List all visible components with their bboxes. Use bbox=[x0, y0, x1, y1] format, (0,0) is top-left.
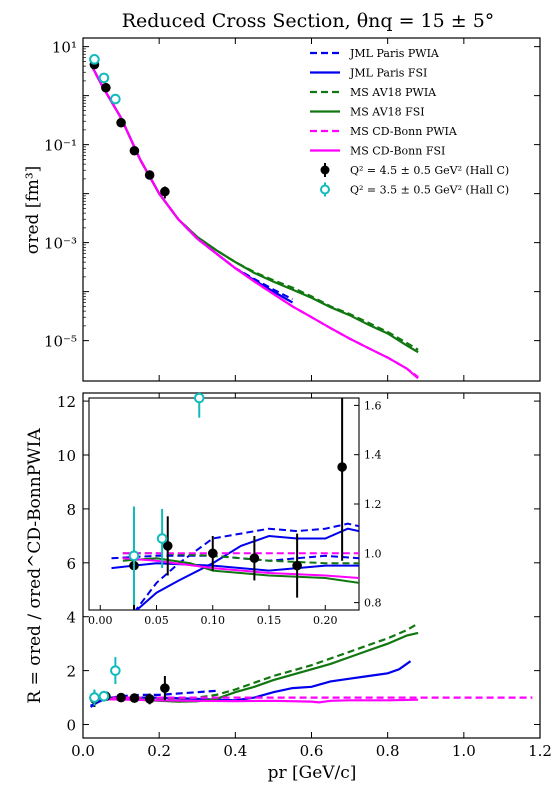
inset-line-0 bbox=[134, 522, 359, 610]
legend-label-data-0: Q² = 4.5 ± 0.5 GeV² (Hall C) bbox=[350, 164, 509, 177]
bottom-point bbox=[89, 692, 100, 703]
top-point bbox=[160, 186, 170, 197]
top-data-points bbox=[89, 54, 170, 199]
inset-line-3 bbox=[111, 554, 359, 562]
bottom-series-lines bbox=[89, 622, 533, 708]
bottom-point bbox=[160, 683, 170, 693]
top-point bbox=[101, 82, 111, 93]
top-line-jml-paris-pwia bbox=[89, 63, 293, 301]
inset-x-tick-label: 0.05 bbox=[144, 614, 169, 627]
top-point bbox=[110, 93, 121, 105]
top-point bbox=[89, 54, 100, 65]
legend-label-ms-cd-bonn-fsi: MS CD-Bonn FSI bbox=[350, 145, 445, 158]
inset-line-2 bbox=[111, 562, 359, 572]
top-line-ms-cd-bonn-fsi bbox=[89, 63, 419, 380]
top-y-tick-label: 10¹ bbox=[52, 39, 77, 57]
inset-y-tick-label: 1.0 bbox=[364, 547, 382, 560]
bottom-axis-ticks: 0.0 0.2 0.4 0.6 0.8 1.0 1.2 0 2 4 6 8 10 12 bbox=[57, 393, 552, 760]
inset-point bbox=[249, 553, 260, 564]
bottom-y-tick-label: 2 bbox=[66, 663, 76, 681]
top-y-tick-label: 10⁻¹ bbox=[44, 137, 77, 155]
legend-label-ms-av18-fsi: MS AV18 FSI bbox=[350, 106, 425, 119]
bottom-y-tick-label: 4 bbox=[66, 609, 76, 627]
legend-marker-1 bbox=[320, 184, 330, 195]
inset-y-tick-label: 1.2 bbox=[364, 498, 382, 511]
inset-y-tick-label: 1.6 bbox=[364, 399, 382, 412]
legend-marker-0 bbox=[320, 165, 330, 175]
bottom-y-tick-label: 8 bbox=[66, 501, 76, 519]
bottom-point bbox=[98, 690, 110, 702]
top-axis-ticks: 10¹ 10⁻¹ 10⁻³ 10⁻⁵ bbox=[44, 38, 541, 381]
bottom-x-tick-label: 1.0 bbox=[452, 742, 476, 760]
bottom-line-ms-av18-fsi bbox=[90, 631, 419, 703]
top-y-tick-label: 10⁻⁵ bbox=[44, 333, 77, 351]
inset-x-tick-label: 0.20 bbox=[313, 614, 338, 627]
bottom-point bbox=[116, 692, 126, 703]
top-point bbox=[129, 145, 140, 156]
inset-point bbox=[337, 462, 347, 472]
bottom-x-tick-label: 1.2 bbox=[528, 742, 552, 760]
inset-y-tick-label: 1.4 bbox=[364, 449, 382, 462]
legend: JML Paris PWIA JML Paris FSI MS AV18 PWIA M… bbox=[310, 47, 509, 197]
top-line-jml-paris-fsi bbox=[89, 63, 294, 304]
bottom-x-tick-label: 0.4 bbox=[223, 742, 247, 760]
bottom-x-axis-label: pr [GeV/c] bbox=[268, 763, 357, 783]
inset-line-5 bbox=[122, 557, 359, 584]
legend-label-jml-paris-pwia: JML Paris PWIA bbox=[349, 47, 440, 60]
top-y-axis-label: σred [fm³] bbox=[23, 166, 43, 255]
inset-point bbox=[162, 541, 173, 551]
bottom-x-tick-label: 0.2 bbox=[147, 742, 171, 760]
bottom-point bbox=[129, 693, 140, 703]
inset-point bbox=[156, 533, 168, 544]
bottom-x-tick-label: 0.0 bbox=[71, 742, 95, 760]
bottom-line-ms-cd-bonn-fsi bbox=[90, 697, 419, 704]
bottom-point bbox=[144, 694, 155, 704]
inset-x-tick-label: 0.00 bbox=[88, 614, 113, 627]
inset-x-tick-label: 0.10 bbox=[201, 614, 226, 627]
top-y-tick-label: 10⁻³ bbox=[44, 235, 77, 253]
bottom-y-axis-label: R = σred / σred^CD-BonnPWIA bbox=[25, 428, 45, 704]
inset-point bbox=[128, 550, 140, 562]
inset-point bbox=[207, 548, 218, 559]
inset-point bbox=[193, 392, 205, 404]
bottom-x-tick-label: 0.6 bbox=[300, 742, 324, 760]
bottom-data-points bbox=[89, 657, 170, 708]
top-point bbox=[116, 117, 126, 128]
top-line-ms-av18-pwia bbox=[89, 63, 419, 351]
inset-line-7 bbox=[122, 557, 359, 579]
inset-y-tick-label: 0.8 bbox=[364, 597, 382, 610]
top-title: Reduced Cross Section, θnq = 15 ± 5° bbox=[122, 10, 495, 32]
legend-label-jml-paris-fsi: JML Paris FSI bbox=[349, 67, 427, 80]
top-series-lines bbox=[89, 63, 419, 380]
legend-label-ms-av18-pwia: MS AV18 PWIA bbox=[350, 86, 437, 99]
inset-x-tick-label: 0.15 bbox=[257, 614, 282, 627]
inset-data-points bbox=[128, 392, 347, 610]
inset-point bbox=[292, 560, 302, 571]
bottom-x-tick-label: 0.8 bbox=[376, 742, 400, 760]
bottom-y-tick-label: 0 bbox=[66, 717, 76, 735]
inset-axis-ticks: 0.00 0.05 0.10 0.15 0.20 0.8 1.0 1.2 1.4 1.6 bbox=[88, 399, 382, 627]
bottom-y-tick-label: 6 bbox=[66, 555, 76, 573]
legend-label-ms-cd-bonn-pwia: MS CD-Bonn PWIA bbox=[350, 125, 458, 138]
bottom-y-tick-label: 12 bbox=[57, 393, 76, 411]
top-point bbox=[98, 72, 110, 84]
bottom-point bbox=[110, 665, 121, 676]
top-plot-frame bbox=[82, 37, 541, 382]
bottom-y-tick-label: 10 bbox=[57, 447, 76, 465]
legend-label-data-1: Q² = 3.5 ± 0.5 GeV² (Hall C) bbox=[350, 184, 509, 197]
top-point bbox=[144, 170, 155, 180]
